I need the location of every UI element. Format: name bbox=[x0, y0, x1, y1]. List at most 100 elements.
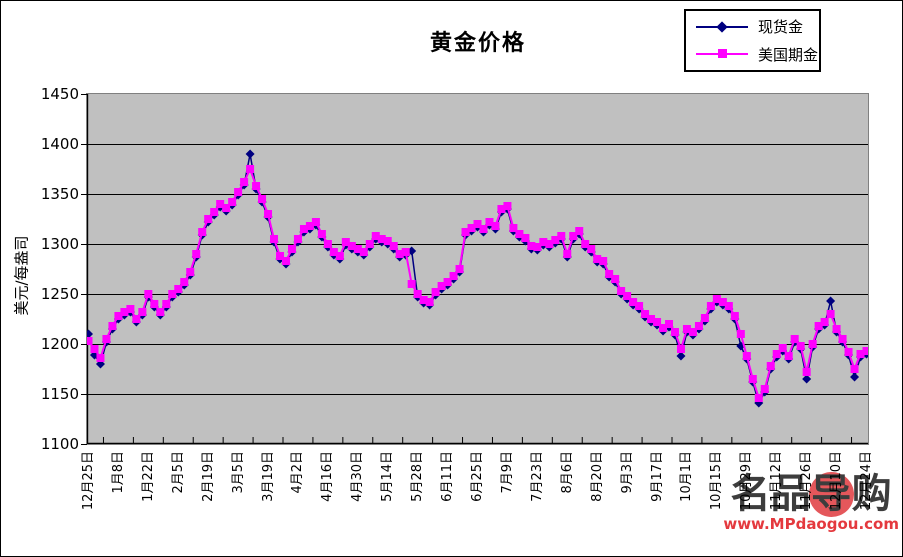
square-marker bbox=[790, 335, 799, 343]
square-marker bbox=[760, 385, 769, 393]
square-marker bbox=[796, 342, 805, 350]
x-tick-label: 12月10日 bbox=[829, 451, 845, 511]
square-marker bbox=[521, 234, 530, 242]
square-marker bbox=[575, 227, 584, 235]
square-marker bbox=[126, 305, 135, 313]
square-marker bbox=[347, 242, 356, 250]
square-marker bbox=[593, 255, 602, 263]
diamond-marker bbox=[850, 372, 860, 382]
legend-entry-futures: 美国期金 bbox=[696, 41, 819, 67]
y-tick-outside bbox=[81, 444, 87, 445]
square-marker bbox=[527, 242, 536, 250]
watermark-url: www.MPdaogou.com bbox=[723, 515, 899, 533]
y-tick-label: 1200 bbox=[40, 335, 79, 353]
square-marker bbox=[724, 302, 733, 310]
square-marker bbox=[174, 285, 183, 293]
x-tick-label: 1月8日 bbox=[110, 451, 126, 494]
square-marker bbox=[599, 257, 608, 265]
square-marker bbox=[311, 218, 320, 226]
diamond-marker bbox=[245, 149, 255, 159]
square-marker bbox=[617, 287, 626, 295]
square-marker bbox=[742, 352, 751, 360]
square-marker bbox=[563, 250, 572, 258]
square-marker bbox=[234, 188, 243, 196]
square-marker bbox=[820, 318, 829, 326]
square-marker bbox=[323, 240, 332, 248]
square-marker bbox=[156, 308, 165, 316]
square-marker bbox=[419, 296, 428, 304]
x-tick-label: 11月12日 bbox=[769, 451, 785, 511]
square-marker bbox=[443, 278, 452, 286]
square-marker bbox=[228, 198, 237, 206]
square-marker bbox=[587, 245, 596, 253]
futures-series-line bbox=[87, 166, 867, 401]
y-axis-title: 美元/每盎司 bbox=[12, 235, 31, 316]
square-marker bbox=[515, 230, 524, 238]
square-marker bbox=[186, 268, 195, 276]
square-marker bbox=[557, 232, 566, 240]
square-marker bbox=[551, 236, 560, 244]
legend: 现货金 美国期金 bbox=[684, 9, 821, 72]
square-marker bbox=[730, 312, 739, 320]
square-marker bbox=[539, 238, 548, 246]
y-tick-label: 1450 bbox=[40, 85, 79, 103]
square-marker bbox=[718, 298, 727, 306]
x-tick-label: 11月26日 bbox=[799, 451, 815, 511]
square-marker bbox=[407, 280, 416, 288]
watermark-logo-char: 购 bbox=[851, 471, 892, 517]
square-marker bbox=[87, 337, 93, 345]
square-marker bbox=[150, 300, 159, 308]
square-marker bbox=[473, 220, 482, 228]
square-marker bbox=[509, 224, 518, 232]
y-tick-outside bbox=[81, 194, 87, 195]
watermark-logo-char: 名 bbox=[730, 471, 771, 517]
square-marker bbox=[102, 335, 111, 343]
square-marker bbox=[425, 298, 434, 306]
x-tick-label: 7月9日 bbox=[499, 451, 515, 494]
y-tick-label: 1400 bbox=[40, 135, 79, 153]
x-tick-label: 2月19日 bbox=[200, 451, 216, 502]
x-tick-label: 10月15日 bbox=[709, 451, 725, 511]
x-tick-label: 9月3日 bbox=[619, 451, 635, 494]
square-marker bbox=[389, 242, 398, 250]
square-marker bbox=[377, 235, 386, 243]
square-marker bbox=[533, 243, 542, 251]
x-tick-label: 3月5日 bbox=[230, 451, 246, 494]
legend-entry-spot: 现货金 bbox=[696, 14, 819, 40]
square-marker bbox=[641, 310, 650, 318]
y-tick-label: 1150 bbox=[40, 385, 79, 403]
square-marker bbox=[772, 350, 781, 358]
square-marker bbox=[449, 272, 458, 280]
y-tick-outside bbox=[81, 144, 87, 145]
square-marker bbox=[138, 308, 147, 316]
y-tick-outside bbox=[81, 344, 87, 345]
square-marker bbox=[240, 178, 249, 186]
square-marker bbox=[353, 245, 362, 253]
square-marker bbox=[670, 328, 679, 336]
y-tick-outside bbox=[81, 294, 87, 295]
x-tick-label: 3月19日 bbox=[260, 451, 276, 502]
square-marker bbox=[192, 250, 201, 258]
square-marker bbox=[252, 182, 261, 190]
square-marker bbox=[114, 312, 123, 320]
square-marker bbox=[210, 208, 219, 216]
diamond-marker bbox=[826, 296, 836, 306]
x-tick-label: 5月14日 bbox=[380, 451, 396, 502]
square-marker bbox=[258, 195, 267, 203]
square-marker bbox=[647, 315, 656, 323]
x-tick-label: 8月20日 bbox=[589, 451, 605, 502]
spot-line-marker-icon bbox=[696, 21, 752, 33]
square-marker bbox=[784, 352, 793, 360]
square-marker bbox=[335, 252, 344, 260]
square-marker bbox=[581, 240, 590, 248]
y-tick-label: 1350 bbox=[40, 185, 79, 203]
futures-line-marker-icon bbox=[696, 48, 752, 60]
x-tick-label: 4月2日 bbox=[290, 451, 306, 494]
square-marker bbox=[569, 232, 578, 240]
square-marker bbox=[736, 330, 745, 338]
x-tick-label: 12月24日 bbox=[859, 451, 874, 511]
square-marker bbox=[605, 270, 614, 278]
y-tick-outside bbox=[81, 394, 87, 395]
y-tick-outside bbox=[81, 94, 87, 95]
square-marker bbox=[856, 350, 865, 358]
